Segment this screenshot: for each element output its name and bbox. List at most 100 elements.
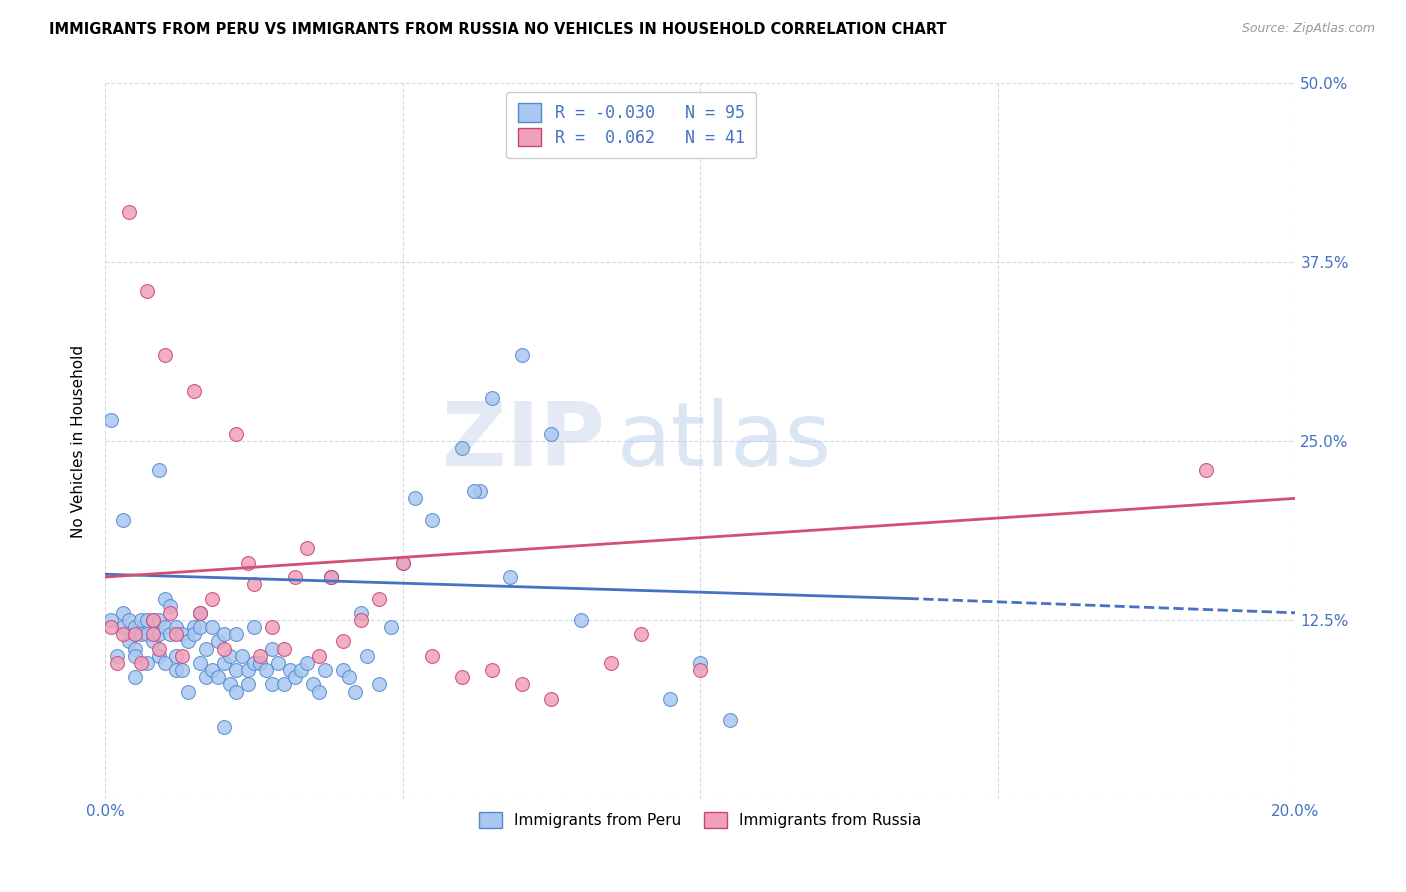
Point	[172, 627, 194, 641]
Point	[100, 620, 122, 634]
Point	[321, 570, 343, 584]
Point	[148, 627, 170, 641]
Point	[499, 570, 522, 584]
Point	[111, 627, 134, 641]
Point	[249, 648, 271, 663]
Point	[243, 656, 266, 670]
Point	[124, 620, 146, 634]
Point	[422, 648, 444, 663]
Point	[236, 677, 259, 691]
Point	[111, 513, 134, 527]
Point	[243, 577, 266, 591]
Point	[159, 606, 181, 620]
Point	[148, 641, 170, 656]
Point	[172, 663, 194, 677]
Point	[111, 606, 134, 620]
Point	[177, 634, 200, 648]
Point	[308, 648, 330, 663]
Point	[273, 677, 295, 691]
Point	[600, 656, 623, 670]
Point	[332, 634, 354, 648]
Point	[212, 641, 235, 656]
Point	[195, 670, 218, 684]
Point	[451, 442, 474, 456]
Point	[284, 570, 307, 584]
Point	[1195, 463, 1218, 477]
Point	[148, 613, 170, 627]
Point	[111, 620, 134, 634]
Point	[142, 634, 165, 648]
Point	[380, 620, 402, 634]
Point	[337, 670, 360, 684]
Point	[451, 670, 474, 684]
Point	[569, 613, 592, 627]
Point	[630, 627, 652, 641]
Point	[142, 613, 165, 627]
Point	[124, 670, 146, 684]
Point	[188, 620, 211, 634]
Point	[225, 663, 247, 677]
Point	[350, 613, 373, 627]
Point	[540, 427, 562, 442]
Point	[183, 620, 205, 634]
Point	[260, 641, 283, 656]
Point	[188, 606, 211, 620]
Point	[481, 663, 503, 677]
Point	[100, 412, 122, 426]
Point	[468, 484, 491, 499]
Point	[153, 620, 176, 634]
Point	[314, 663, 336, 677]
Point	[129, 656, 152, 670]
Point	[260, 677, 283, 691]
Point	[165, 648, 187, 663]
Point	[159, 627, 181, 641]
Point	[273, 641, 295, 656]
Point	[118, 634, 141, 648]
Point	[367, 591, 389, 606]
Point	[148, 463, 170, 477]
Point	[254, 663, 277, 677]
Point	[153, 656, 176, 670]
Point	[302, 677, 325, 691]
Point	[284, 670, 307, 684]
Point	[266, 656, 288, 670]
Point	[124, 627, 146, 641]
Point	[689, 663, 711, 677]
Point	[225, 627, 247, 641]
Point	[422, 513, 444, 527]
Point	[225, 427, 247, 442]
Point	[165, 620, 187, 634]
Point	[321, 570, 343, 584]
Point	[212, 656, 235, 670]
Point	[188, 606, 211, 620]
Point	[201, 663, 224, 677]
Point	[332, 663, 354, 677]
Point	[321, 570, 343, 584]
Point	[219, 677, 242, 691]
Point	[135, 613, 157, 627]
Point	[201, 591, 224, 606]
Point	[689, 656, 711, 670]
Point	[207, 634, 229, 648]
Point	[172, 648, 194, 663]
Point	[148, 648, 170, 663]
Point	[159, 599, 181, 613]
Point	[260, 620, 283, 634]
Point	[367, 677, 389, 691]
Point	[463, 484, 485, 499]
Point	[207, 670, 229, 684]
Point	[129, 627, 152, 641]
Point	[718, 713, 741, 727]
Point	[135, 627, 157, 641]
Point	[540, 691, 562, 706]
Point	[165, 663, 187, 677]
Point	[343, 684, 366, 698]
Legend: Immigrants from Peru, Immigrants from Russia: Immigrants from Peru, Immigrants from Ru…	[472, 805, 928, 834]
Point	[659, 691, 682, 706]
Point	[165, 627, 187, 641]
Point	[105, 648, 128, 663]
Point	[188, 656, 211, 670]
Point	[404, 491, 426, 506]
Point	[225, 684, 247, 698]
Point	[236, 556, 259, 570]
